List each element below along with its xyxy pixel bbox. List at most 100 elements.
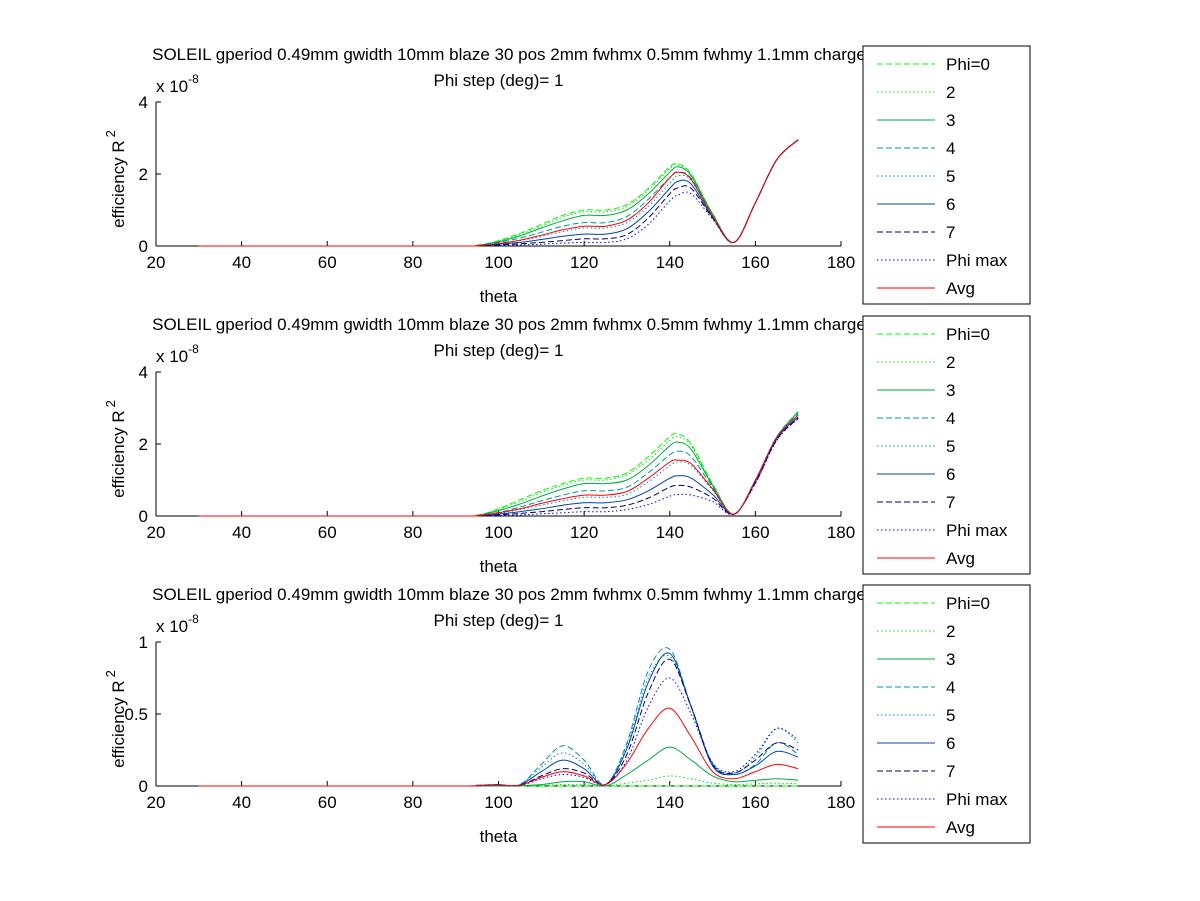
y-exponent-power: -8 — [188, 72, 199, 86]
y-axis-label-text: efficiency R — [109, 680, 128, 768]
y-tick-label: 2 — [139, 435, 148, 454]
x-tick-label: 100 — [484, 523, 512, 542]
y-exponent-power: -8 — [188, 612, 199, 626]
series-line-8 — [198, 677, 799, 787]
series-line-7 — [198, 139, 799, 247]
y-tick-label: 2 — [139, 165, 148, 184]
y-exponent-base: x 10 — [156, 77, 188, 96]
x-tick-label: 140 — [656, 253, 684, 272]
x-tick-label: 180 — [827, 523, 855, 542]
legend-entry-label: Phi=0 — [946, 594, 990, 613]
legend-entry-label: 2 — [946, 83, 955, 102]
legend-entry-label: 2 — [946, 622, 955, 641]
series-line-7 — [198, 417, 799, 517]
x-tick-label: 20 — [147, 793, 166, 812]
legend-entry-label: 2 — [946, 353, 955, 372]
y-axis-label-text: efficiency R — [109, 140, 128, 228]
series-line-9 — [198, 707, 799, 787]
chart-subtitle: Phi step (deg)= 1 — [434, 341, 564, 360]
y-axis-label: efficiency R 2 — [103, 130, 128, 228]
chart-panel-3: 20 40 60 80 100 120 140 160 180 0 0.5 1 x 10-8 SOLEIL… — [103, 584, 1031, 846]
y-axis-label-superscript: 2 — [103, 400, 118, 407]
series-line-1 — [198, 139, 799, 247]
y-axis-label-superscript: 2 — [103, 130, 118, 137]
x-tick-label: 140 — [656, 793, 684, 812]
x-tick-label: 180 — [827, 793, 855, 812]
series-line-8 — [198, 418, 799, 517]
x-tick-label: 100 — [484, 793, 512, 812]
chart-title: SOLEIL gperiod 0.49mm gwidth 10mm blaze … — [152, 45, 985, 64]
x-tick-label: 60 — [318, 253, 337, 272]
legend-entry-label: 6 — [946, 195, 955, 214]
x-axis-label: theta — [480, 557, 518, 576]
legend-entry-label: Phi=0 — [946, 325, 990, 344]
x-tick-label: 140 — [656, 523, 684, 542]
legend-entry-label: 4 — [946, 409, 955, 428]
y-tick-label: 0 — [139, 507, 148, 526]
x-tick-label: 60 — [318, 793, 337, 812]
legend-entry-label: 5 — [946, 706, 955, 725]
series-line-6 — [198, 139, 799, 247]
legend-entry-label: Avg — [946, 279, 975, 298]
legend-entry-label: Avg — [946, 549, 975, 568]
y-exponent-base: x 10 — [156, 347, 188, 366]
y-exponent-label: x 10-8 — [156, 72, 199, 96]
legend-entry-label: Phi max — [946, 251, 1008, 270]
legend-entry-label: 4 — [946, 678, 955, 697]
series-line-2 — [198, 139, 799, 247]
chart-title: SOLEIL gperiod 0.49mm gwidth 10mm blaze … — [152, 315, 985, 334]
y-tick-label: 1 — [139, 633, 148, 652]
x-tick-label: 80 — [403, 253, 422, 272]
legend-entry-label: 5 — [946, 437, 955, 456]
y-axis-label-text: efficiency R — [109, 410, 128, 498]
series-line-3 — [198, 139, 799, 247]
legend-entry-label: Avg — [946, 818, 975, 837]
y-tick-label: 0.5 — [124, 705, 148, 724]
legend-box — [862, 584, 1031, 844]
series-line-9 — [198, 414, 799, 517]
y-exponent-base: x 10 — [156, 617, 188, 636]
series-line-1 — [198, 411, 799, 517]
series-line-5 — [198, 414, 799, 517]
series-line-5 — [198, 139, 799, 247]
legend-entry-label: 4 — [946, 139, 955, 158]
legend-entry-label: 5 — [946, 167, 955, 186]
x-tick-label: 40 — [232, 253, 251, 272]
y-tick-label: 0 — [139, 777, 148, 796]
series-group — [198, 139, 799, 247]
legend-entry-label: 3 — [946, 381, 955, 400]
legend-entry-label: Phi=0 — [946, 55, 990, 74]
legend-entry-label: 6 — [946, 465, 955, 484]
chart-panel-1: 20 40 60 80 100 120 140 160 180 0 2 4 x 10-8 SOLEIL g… — [103, 45, 1031, 306]
legend: Phi=0 2 3 4 5 6 7 Phi max Avg — [862, 45, 1031, 305]
y-exponent-power: -8 — [188, 342, 199, 356]
legend-entry-label: 7 — [946, 223, 955, 242]
y-axis-label-superscript: 2 — [103, 670, 118, 677]
legend-entry-label: Phi max — [946, 521, 1008, 540]
x-tick-label: 120 — [570, 793, 598, 812]
series-group — [198, 411, 799, 517]
x-tick-label: 60 — [318, 523, 337, 542]
x-tick-label: 160 — [741, 793, 769, 812]
legend-entry-label: Phi max — [946, 790, 1008, 809]
x-tick-label: 80 — [403, 523, 422, 542]
x-tick-label: 160 — [741, 253, 769, 272]
chart-title: SOLEIL gperiod 0.49mm gwidth 10mm blaze … — [152, 585, 985, 604]
x-tick-label: 20 — [147, 523, 166, 542]
x-tick-label: 180 — [827, 253, 855, 272]
x-tick-label: 160 — [741, 523, 769, 542]
series-line-4 — [198, 413, 799, 517]
y-exponent-label: x 10-8 — [156, 612, 199, 636]
y-exponent-label: x 10-8 — [156, 342, 199, 366]
legend-entry-label: 3 — [946, 650, 955, 669]
series-line-6 — [198, 416, 799, 517]
x-tick-label: 80 — [403, 793, 422, 812]
legend-entry-label: 3 — [946, 111, 955, 130]
y-tick-label: 4 — [139, 363, 148, 382]
legend-box — [862, 45, 1031, 305]
series-line-3 — [198, 411, 799, 517]
legend-entry-label: 7 — [946, 493, 955, 512]
series-line-9 — [198, 139, 799, 247]
legend-entry-label: 7 — [946, 762, 955, 781]
